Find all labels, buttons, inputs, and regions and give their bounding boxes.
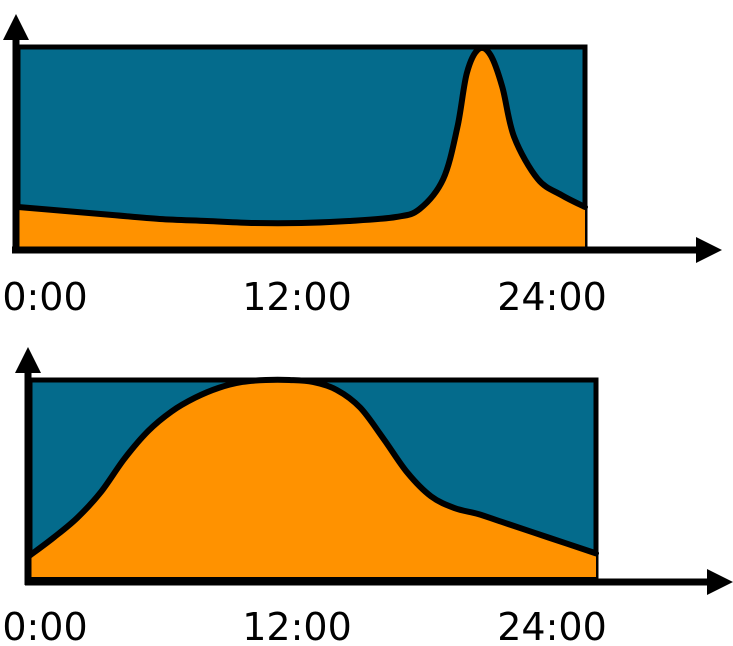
chart-bottom: 0:00 12:00 24:00 [2,347,733,646]
x-tick-label: 0:00 [2,275,87,319]
x-tick-label: 0:00 [2,605,87,646]
x-tick-label: 12:00 [242,605,352,646]
y-axis-arrow [3,14,29,40]
x-tick-label: 12:00 [242,275,352,319]
area-fill-series-1 [30,379,596,577]
x-axis-arrow [707,569,733,595]
x-tick-label: 24:00 [497,605,607,646]
area-line-series-1 [15,44,588,227]
chart-top: 0:00 12:00 24:00 [2,14,722,319]
area-line-series-1 [27,376,599,559]
x-tick-label: 24:00 [497,275,607,319]
x-axis-arrow [696,237,722,263]
y-axis-arrow [15,347,41,373]
area-fill-series-1 [18,47,585,248]
